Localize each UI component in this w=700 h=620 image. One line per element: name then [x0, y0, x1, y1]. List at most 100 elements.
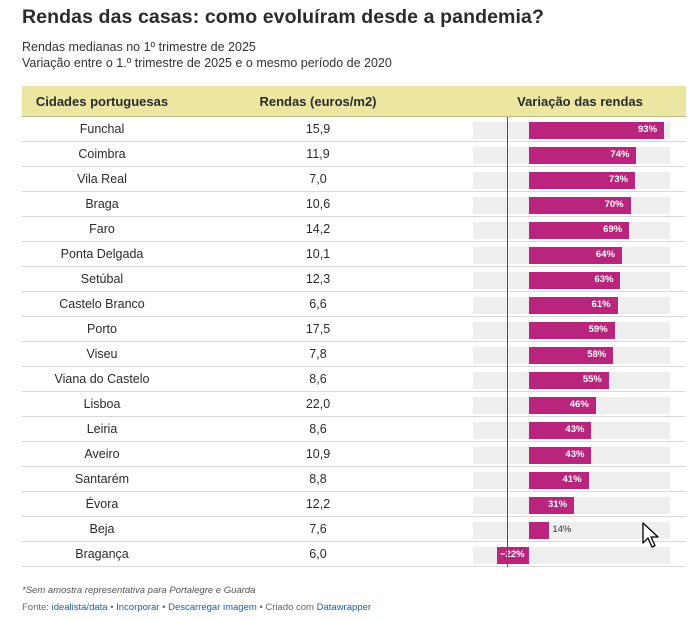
rent-cell: 17,5: [305, 322, 331, 336]
city-cell: Ponta Delgada: [60, 247, 144, 261]
subtitle-line-2: Variação entre o 1.º trimestre de 2025 e…: [22, 56, 392, 70]
created-with-text: • Criado com: [259, 602, 314, 613]
variation-bar: [529, 272, 621, 289]
city-cell: Bragança: [75, 547, 129, 561]
variation-value-label: 93%: [638, 124, 658, 135]
variation-bar: [529, 222, 630, 239]
table-row: Aveiro 10,9 43%: [22, 442, 686, 467]
table-row: Braga 10,6 70%: [22, 192, 686, 217]
table-row: Beja 7,6 14%: [22, 517, 686, 542]
city-cell: Viana do Castelo: [54, 372, 150, 386]
city-cell: Santarém: [74, 472, 130, 486]
rent-cell: 22,0: [305, 397, 331, 411]
variation-value-label: 63%: [594, 274, 614, 285]
variation-bar-track: 74%: [473, 147, 670, 164]
variation-bar: [529, 522, 550, 539]
variation-value-label: 64%: [595, 249, 615, 260]
variation-bar-track: 70%: [473, 197, 670, 214]
table-row: Viseu 7,8 58%: [22, 342, 686, 367]
variation-bar: [529, 172, 635, 189]
separator: •: [110, 602, 114, 613]
source-link[interactable]: idealista/data: [51, 602, 108, 613]
variation-bar: [497, 547, 529, 564]
table-row: Funchal 15,9 93%: [22, 117, 686, 142]
rent-cell: 11,9: [306, 147, 330, 161]
variation-bar-track: 43%: [473, 422, 670, 439]
variation-bar-track: 73%: [473, 172, 670, 189]
variation-bar: [529, 372, 609, 389]
variation-value-label: 43%: [565, 449, 585, 460]
column-header-variation[interactable]: Variação das rendas: [517, 94, 643, 109]
city-cell: Lisboa: [83, 397, 121, 411]
variation-value-label: 31%: [548, 499, 568, 510]
table-row: Coimbra 11,9 74%: [22, 142, 686, 167]
variation-bar: [529, 472, 589, 489]
variation-bar: [529, 322, 615, 339]
variation-bar-track: 31%: [473, 497, 670, 514]
variation-value-label: 61%: [591, 299, 611, 310]
variation-bar: [529, 297, 618, 314]
embed-link[interactable]: Incorporar: [116, 602, 160, 613]
variation-bar: [529, 447, 592, 464]
rent-cell: 7,8: [309, 347, 327, 361]
rent-cell: 15,9: [305, 122, 331, 136]
column-header-rent[interactable]: Rendas (euros/m2): [259, 94, 377, 109]
rent-table: Cidades portuguesas Rendas (euros/m2) Va…: [22, 86, 686, 567]
chart-title: Rendas das casas: como evoluíram desde a…: [22, 6, 544, 28]
variation-bar-track: 14%: [473, 522, 670, 539]
table-row: Santarém 8,8 41%: [22, 467, 686, 492]
source-prefix: Fonte:: [22, 602, 49, 613]
variation-value-label: −22%: [500, 549, 525, 560]
table-row: Lisboa 22,0 46%: [22, 392, 686, 417]
table-row: Setúbal 12,3 63%: [22, 267, 686, 292]
variation-value-label: 43%: [565, 424, 585, 435]
table-row: Porto 17,5 59%: [22, 317, 686, 342]
variation-value-label: 74%: [610, 149, 630, 160]
city-cell: Leiria: [86, 422, 118, 436]
footnote: *Sem amostra representativa para Portale…: [22, 585, 256, 596]
variation-value-label: 14%: [552, 524, 572, 535]
variation-value-label: 55%: [582, 374, 602, 385]
variation-bar-track: 69%: [473, 222, 670, 239]
variation-bar-track: 59%: [473, 322, 670, 339]
city-cell: Castelo Branco: [59, 297, 145, 311]
rent-cell: 8,6: [309, 372, 327, 386]
column-header-city[interactable]: Cidades portuguesas: [35, 94, 169, 109]
city-cell: Viseu: [86, 347, 118, 361]
variation-bar-track: 46%: [473, 397, 670, 414]
table-body: Funchal 15,9 93% Coimbra 11,9 74% Vila Real 7,0…: [22, 117, 686, 567]
table-header: Cidades portuguesas Rendas (euros/m2) Va…: [22, 86, 686, 117]
datawrapper-link[interactable]: Datawrapper: [316, 602, 372, 613]
zero-axis-line: [507, 117, 508, 567]
rent-cell: 8,6: [309, 422, 327, 436]
table-row: Castelo Branco 6,6 61%: [22, 292, 686, 317]
rent-cell: 6,0: [309, 547, 327, 561]
chart-subtitle: Rendas medianas no 1º trimestre de 2025 …: [22, 39, 392, 71]
rent-cell: 6,6: [309, 297, 327, 311]
variation-value-label: 70%: [604, 199, 624, 210]
variation-bar: [529, 147, 637, 164]
variation-value-label: 58%: [587, 349, 607, 360]
variation-value-label: 69%: [603, 224, 623, 235]
rent-cell: 10,1: [305, 247, 331, 261]
download-image-link[interactable]: Descarregar imagem: [168, 602, 257, 613]
variation-bar: [529, 247, 622, 264]
variation-bar: [529, 422, 592, 439]
rent-cell: 10,6: [305, 197, 331, 211]
variation-bar: [529, 497, 574, 514]
table-row: Viana do Castelo 8,6 55%: [22, 367, 686, 392]
city-cell: Évora: [85, 497, 119, 511]
table-row: Évora 12,2 31%: [22, 492, 686, 517]
city-cell: Setúbal: [80, 272, 124, 286]
variation-bar-track: 43%: [473, 447, 670, 464]
variation-bar-track: 63%: [473, 272, 670, 289]
rent-cell: 10,9: [305, 447, 331, 461]
rent-cell: 12,3: [305, 272, 331, 286]
table-row: Leiria 8,6 43%: [22, 417, 686, 442]
city-cell: Coimbra: [78, 147, 126, 161]
table-row: Faro 14,2 69%: [22, 217, 686, 242]
table-row: Vila Real 7,0 73%: [22, 167, 686, 192]
variation-bar-track: 61%: [473, 297, 670, 314]
variation-bar: [529, 397, 596, 414]
city-cell: Funchal: [79, 122, 125, 136]
